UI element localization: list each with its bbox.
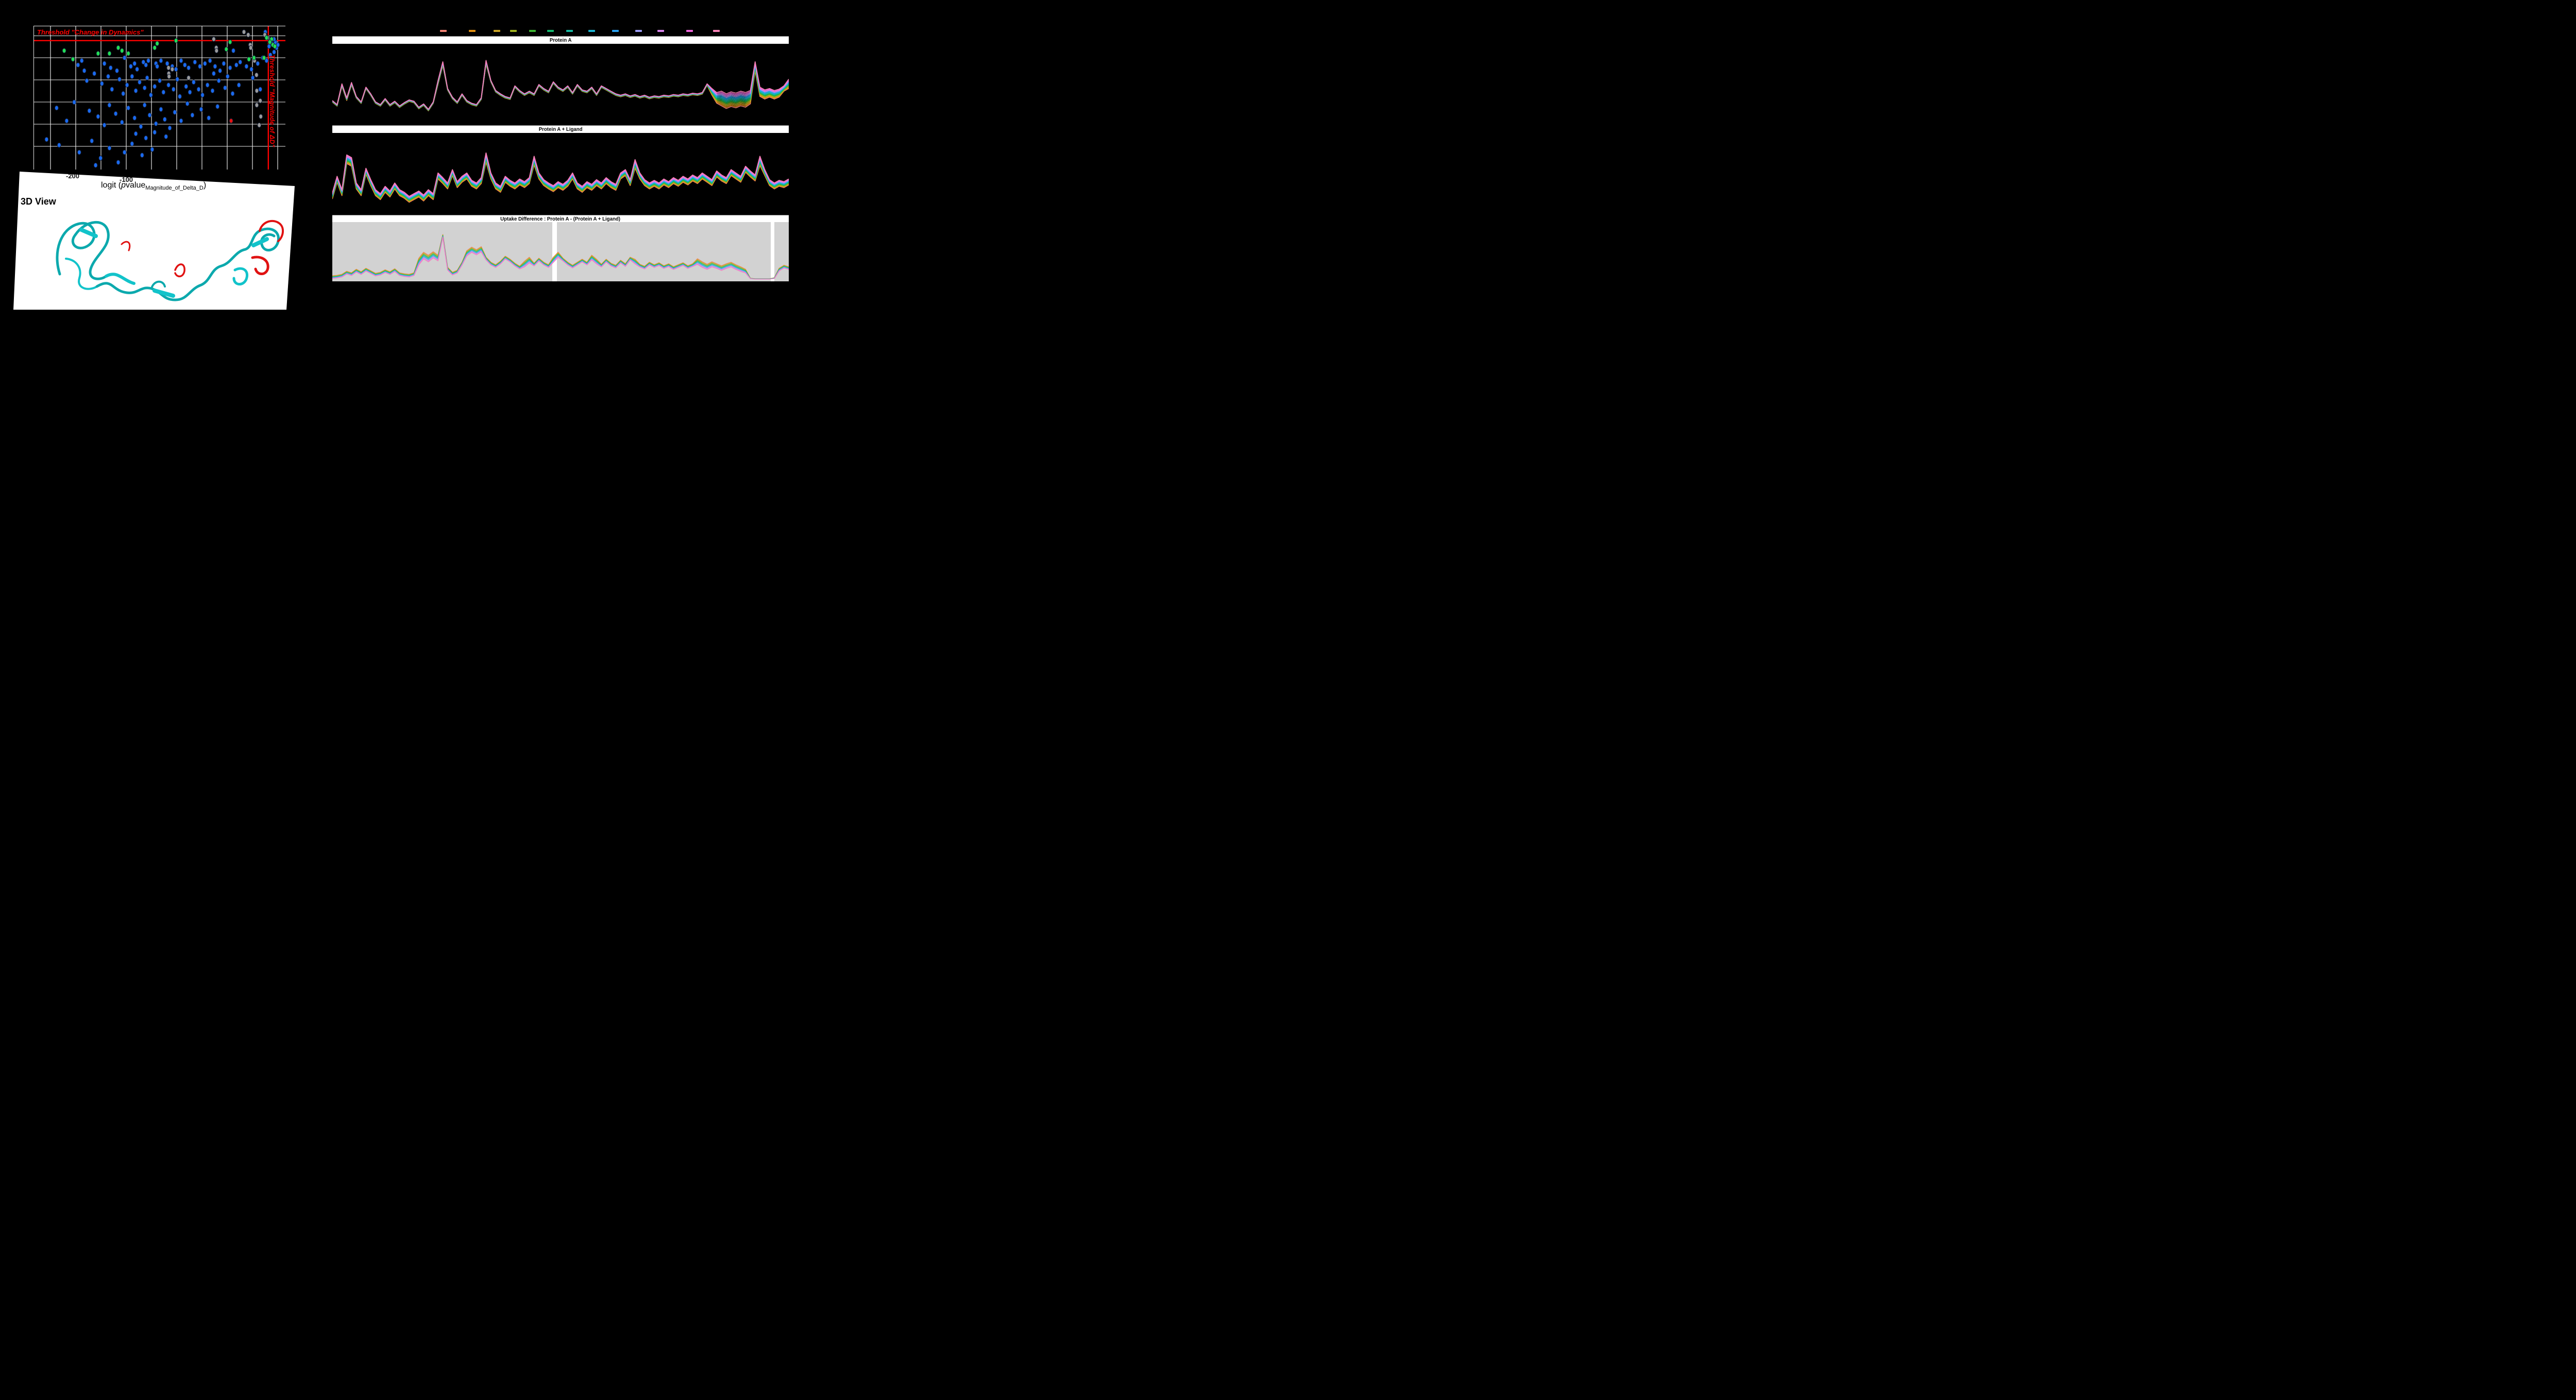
legend-swatch-timepoint-2[interactable]: [469, 30, 476, 32]
chart3-canvas: [332, 234, 789, 280]
legend-swatch-timepoint-13[interactable]: [713, 30, 720, 32]
legend-swatch-timepoint-1[interactable]: [440, 30, 447, 32]
volcano-x-axis-label: logit (pvalueMagnitude_of_Delta_D): [101, 181, 207, 191]
chart3-titlebar: Uptake Difference : Protein A - (Protein…: [332, 215, 789, 223]
chart2-title: Protein A + Ligand: [538, 126, 583, 132]
legend-swatch-timepoint-10[interactable]: [635, 30, 642, 32]
chart1-canvas: [332, 60, 789, 111]
protein-ribbon-3d[interactable]: [45, 208, 287, 310]
x-tick-minus200: -200: [66, 172, 80, 180]
chart2-canvas: [332, 152, 789, 203]
chart2-protein-a-ligand: [332, 132, 789, 211]
volcano-plot: [33, 26, 285, 170]
legend-swatch-timepoint-3[interactable]: [494, 30, 500, 32]
threshold-magnitude-label: Threshold "Magnitude of ΔD": [268, 55, 276, 147]
volcano-canvas: [34, 26, 285, 170]
chart2-titlebar: Protein A + Ligand: [332, 125, 789, 133]
legend-swatch-timepoint-9[interactable]: [612, 30, 619, 32]
chart3-uptake-difference: [332, 222, 789, 281]
x-tick-minus100: -100: [120, 176, 133, 183]
chart1-title: Protein A: [549, 37, 572, 43]
no-coverage-band-1: [552, 222, 557, 281]
legend-swatch-timepoint-8[interactable]: [588, 30, 595, 32]
3d-view-title: 3D View: [21, 196, 56, 207]
legend-swatch-timepoint-5[interactable]: [529, 30, 536, 32]
chart1-protein-a: [332, 43, 789, 122]
legend-swatch-timepoint-11[interactable]: [657, 30, 664, 32]
legend-swatch-timepoint-12[interactable]: [686, 30, 693, 32]
legend-swatch-timepoint-4[interactable]: [510, 30, 517, 32]
chart1-titlebar: Protein A: [332, 36, 789, 44]
threshold-dynamics-label: Threshold "Change in Dynamics": [37, 28, 144, 36]
tilted-white-panel: -200 -100 logit (pvalueMagnitude_of_Delt…: [13, 172, 295, 310]
legend-swatch-timepoint-7[interactable]: [566, 30, 573, 32]
no-coverage-band-2: [771, 222, 774, 281]
chart3-title: Uptake Difference : Protein A - (Protein…: [500, 216, 621, 222]
legend-swatch-timepoint-6[interactable]: [547, 30, 554, 32]
